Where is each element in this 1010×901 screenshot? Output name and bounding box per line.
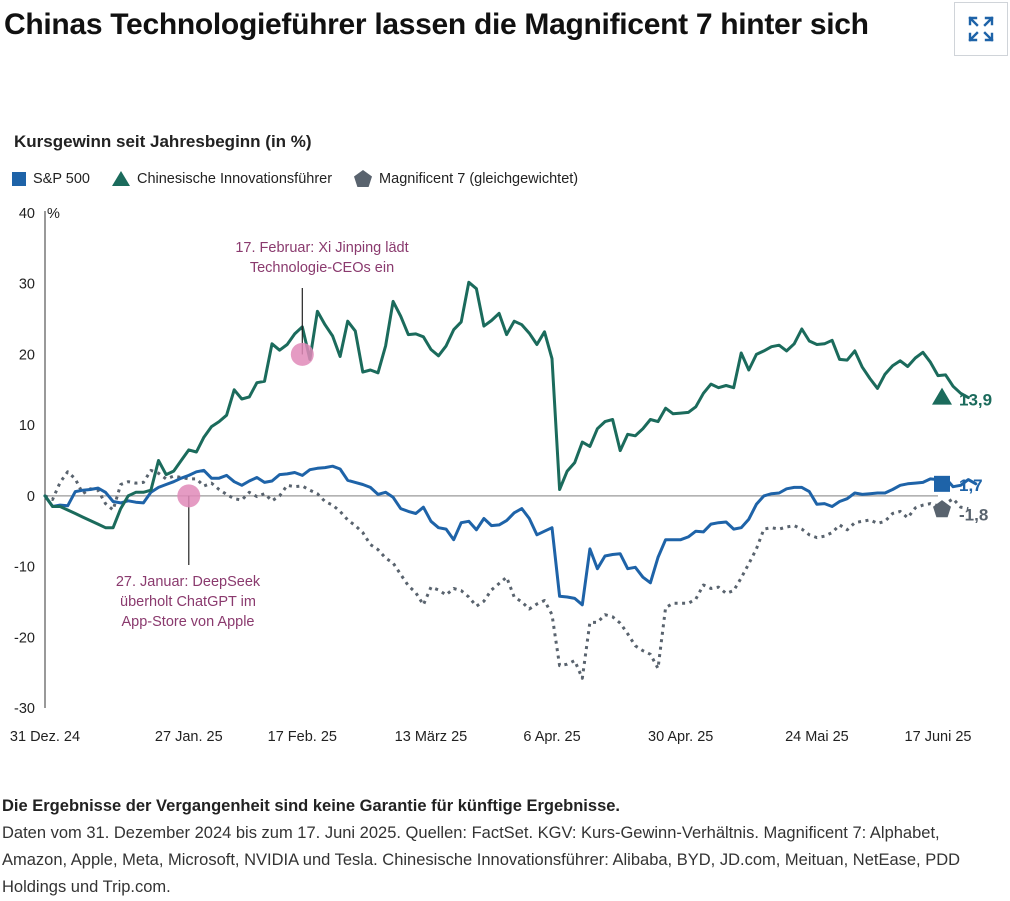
expand-button[interactable] [954, 2, 1008, 56]
series-line-mag7 [44, 468, 969, 680]
source-notes: Daten vom 31. Dezember 2024 bis zum 17. … [2, 824, 961, 896]
y-tick-label: 40 [19, 206, 35, 222]
series-line-china [43, 280, 970, 530]
x-tick-label: 24 Mai 25 [785, 729, 849, 745]
end-label-mag7: -1,8 [959, 506, 988, 525]
expand-icon [968, 16, 994, 42]
square-marker-icon [12, 171, 26, 186]
legend-item-sp500: S&P 500 [12, 171, 90, 187]
x-tick-label: 13 März 25 [395, 729, 468, 745]
x-tick-label: 17 Juni 25 [905, 729, 972, 745]
triangle-marker-icon [111, 171, 130, 186]
annotation-text-line: Technologie-CEOs ein [250, 260, 394, 276]
end-marker-mag7 [933, 500, 951, 518]
annotation-text-line: 17. Februar: Xi Jinping lädt [235, 240, 408, 256]
x-tick-label: 31 Dez. 24 [10, 729, 80, 745]
annotation-dot [177, 484, 201, 508]
y-tick-label: 10 [19, 418, 35, 434]
y-tick-label: -30 [14, 701, 35, 717]
annotation-text-line: 27. Januar: DeepSeek [116, 574, 261, 590]
x-tick-label: 6 Apr. 25 [523, 729, 580, 745]
end-marker-sp500 [934, 475, 950, 492]
chart-legend: S&P 500 Chinesische Innovationsführer Ma… [12, 170, 600, 187]
legend-label-sp500: S&P 500 [33, 170, 90, 187]
y-tick-label: -20 [14, 630, 35, 646]
end-label-sp500: 1,7 [959, 476, 983, 495]
legend-item-china: Chinesische Innovationsführer [111, 170, 333, 187]
y-tick-label: -10 [14, 560, 35, 576]
annotation-dot [290, 342, 314, 366]
x-tick-label: 17 Feb. 25 [268, 729, 337, 745]
legend-item-mag7: Magnificent 7 (gleichgewichtet) [354, 170, 578, 187]
pentagon-marker-icon [354, 170, 373, 187]
y-tick-label: 20 [19, 347, 35, 363]
y-unit-label: % [47, 206, 60, 222]
chart-footer: Die Ergebnisse der Vergangenheit sind ke… [2, 793, 1006, 901]
disclaimer-text: Die Ergebnisse der Vergangenheit sind ke… [2, 797, 621, 815]
annotation-text-line: App-Store von Apple [121, 614, 254, 630]
line-chart: 40 30 20 10 0 -10 -20 -30% 31 Dez. 24 27 Jan. 25 1… [10, 206, 992, 745]
page-title: Chinas Technologieführer lassen die Magn… [4, 8, 869, 41]
series-line-sp500 [43, 464, 978, 607]
y-tick-label: 0 [27, 489, 35, 505]
end-label-china: 13,9 [959, 391, 992, 410]
y-tick-label: 30 [19, 277, 35, 293]
end-marker-china [932, 387, 952, 405]
x-tick-label: 30 Apr. 25 [648, 729, 713, 745]
chart-subtitle: Kursgewinn seit Jahresbeginn (in %) [14, 132, 312, 151]
legend-label-china: Chinesische Innovationsführer [136, 170, 333, 187]
legend-label-mag7: Magnificent 7 (gleichgewichtet) [379, 170, 579, 187]
x-tick-label: 27 Jan. 25 [155, 729, 223, 745]
annotation-text-line: überholt ChatGPT im [120, 594, 256, 610]
